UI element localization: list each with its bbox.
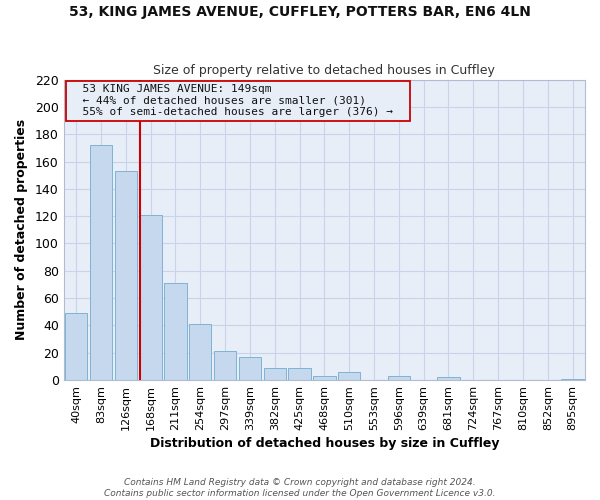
Bar: [139, 215, 162, 380]
Bar: [562, 378, 584, 380]
Bar: [289, 368, 311, 380]
X-axis label: Distribution of detached houses by size in Cuffley: Distribution of detached houses by size …: [149, 437, 499, 450]
Y-axis label: Number of detached properties: Number of detached properties: [15, 119, 28, 340]
Title: Size of property relative to detached houses in Cuffley: Size of property relative to detached ho…: [154, 64, 495, 77]
Bar: [189, 324, 211, 380]
Text: 53, KING JAMES AVENUE, CUFFLEY, POTTERS BAR, EN6 4LN: 53, KING JAMES AVENUE, CUFFLEY, POTTERS …: [69, 5, 531, 19]
Text: Contains HM Land Registry data © Crown copyright and database right 2024.
Contai: Contains HM Land Registry data © Crown c…: [104, 478, 496, 498]
Bar: [115, 171, 137, 380]
Bar: [65, 313, 87, 380]
Bar: [313, 376, 335, 380]
Bar: [263, 368, 286, 380]
Bar: [388, 376, 410, 380]
Bar: [239, 357, 261, 380]
Text: 53 KING JAMES AVENUE: 149sqm  
  ← 44% of detached houses are smaller (301)  
  : 53 KING JAMES AVENUE: 149sqm ← 44% of de…: [69, 84, 406, 117]
Bar: [437, 378, 460, 380]
Bar: [338, 372, 361, 380]
Bar: [164, 283, 187, 380]
Bar: [214, 352, 236, 380]
Bar: [90, 145, 112, 380]
